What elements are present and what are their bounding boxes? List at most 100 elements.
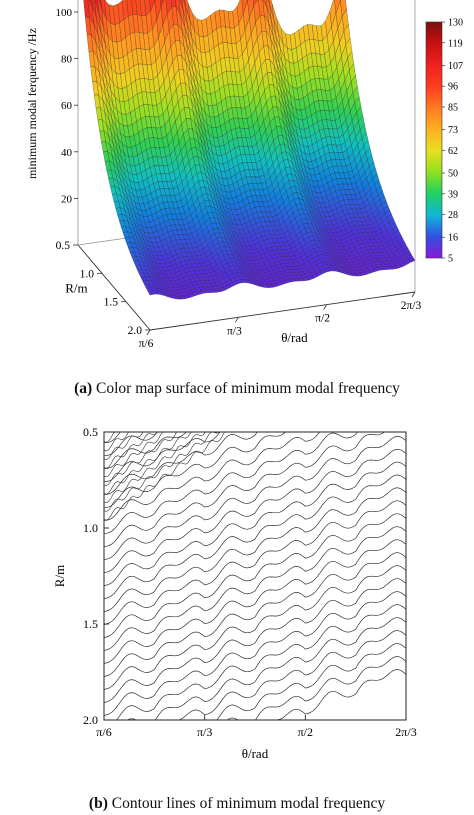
surface-plot: 20406080100120minimum modal ferquency /H… xyxy=(25,0,463,350)
contour-line xyxy=(104,474,406,599)
contour-line xyxy=(104,410,406,417)
contour-line xyxy=(104,410,406,430)
colorbar-tick-label: 107 xyxy=(448,61,463,72)
contour-line xyxy=(104,448,406,573)
r-axis-title: R/m xyxy=(65,280,87,295)
theta-axis-title: θ/rad xyxy=(281,330,308,345)
contour-line xyxy=(104,565,406,690)
caption-b-text: Contour lines of minimum modal frequency xyxy=(111,795,386,812)
caption-b-letter: (b) xyxy=(88,795,108,812)
colorbar-tick-label: 85 xyxy=(448,102,458,113)
z-tick-label: 60 xyxy=(61,100,73,112)
caption-a-letter: (a) xyxy=(74,380,93,397)
figure-b: π/6 π/3 π/2 2π/3 0.5 1.0 1.5 2.0 θ/rad R/m (b) Co… xyxy=(0,410,474,815)
theta-tick xyxy=(234,317,239,323)
contour-line xyxy=(104,432,258,496)
y-axis-title: R/m xyxy=(52,565,67,587)
y-tick-label: 1.5 xyxy=(83,617,98,631)
contour-line xyxy=(177,630,406,720)
r-tick-label: 1.0 xyxy=(80,268,95,280)
contour-line xyxy=(104,539,406,664)
axes-labels: 20406080100120minimum modal ferquency /H… xyxy=(25,7,422,350)
r-tick-label: 1.5 xyxy=(104,297,119,309)
contour-line xyxy=(104,432,178,486)
colorbar-tick-label: 50 xyxy=(448,169,458,180)
contour-line xyxy=(104,432,386,547)
theta-tick xyxy=(146,329,151,336)
contour-line xyxy=(104,432,287,509)
x-axis-title: θ/rad xyxy=(242,746,269,761)
x-tick-label: π/2 xyxy=(298,725,313,739)
contour-line xyxy=(104,487,406,612)
colorbar: 130 119 107 96 85 73 62 50 39 28 16 5 xyxy=(425,18,463,265)
figure-a: 20406080100120minimum modal ferquency /H… xyxy=(0,0,474,398)
theta-tick xyxy=(411,291,416,298)
contour-line xyxy=(104,436,406,560)
contour-line xyxy=(104,432,192,495)
z-tick-label: 100 xyxy=(56,7,73,19)
caption-b: (b) Contour lines of minimum modal frequ… xyxy=(0,795,474,813)
contour-line xyxy=(216,643,406,720)
x-tick-label: 2π/3 xyxy=(395,725,416,739)
colorbar-tick-label: 96 xyxy=(448,82,458,93)
contour-line xyxy=(104,432,121,444)
contour-line xyxy=(104,432,129,452)
colorbar-gradient xyxy=(425,21,443,259)
contour-line xyxy=(104,513,406,638)
r-tick-label: 2.0 xyxy=(128,325,143,337)
contour-line xyxy=(226,656,406,720)
theta-tick-label: π/6 xyxy=(139,338,154,350)
surface-mesh xyxy=(83,0,416,300)
contour-line xyxy=(104,432,158,469)
contour-line xyxy=(104,432,206,504)
theta-tick-label: 2π/3 xyxy=(401,300,422,312)
contour-line xyxy=(104,432,158,457)
colorbar-tick-label: 73 xyxy=(448,125,458,136)
contour-line xyxy=(104,432,226,521)
contour-axes: π/6 π/3 π/2 2π/3 0.5 1.0 1.5 2.0 θ/rad R/m xyxy=(52,425,417,761)
theta-tick-label: π/3 xyxy=(227,325,242,337)
theta-axis-line xyxy=(149,291,416,331)
caption-a-text: Color map surface of minimum modal frequ… xyxy=(96,380,400,397)
z-tick-label: 80 xyxy=(61,54,73,66)
x-tick-label: π/6 xyxy=(96,725,111,739)
contour-line xyxy=(127,617,406,720)
colorbar-tick-label: 28 xyxy=(448,210,458,221)
contour-line xyxy=(104,526,406,651)
contour-line xyxy=(104,500,406,625)
y-tick-label: 1.0 xyxy=(83,521,98,535)
contour-line xyxy=(104,432,171,478)
colorbar-tick-label: 62 xyxy=(448,146,458,157)
z-tick-label: 40 xyxy=(61,147,73,159)
colorbar-tick-label: 39 xyxy=(448,189,458,200)
z-tick-label: 20 xyxy=(61,193,73,205)
theta-tick xyxy=(323,304,328,310)
contour-line xyxy=(104,578,406,703)
colorbar-tick-label: 5 xyxy=(448,254,453,265)
plot-frame xyxy=(103,431,407,721)
theta-tick-label: π/2 xyxy=(315,313,330,325)
colorbar-tick-label: 16 xyxy=(448,233,458,244)
x-tick-label: π/3 xyxy=(197,725,212,739)
contour-line xyxy=(104,461,406,586)
contour-lines xyxy=(104,410,406,720)
surface-cell xyxy=(408,257,416,263)
contour-line xyxy=(104,591,406,716)
r-axis-line xyxy=(77,244,151,331)
caption-a: (a) Color map surface of minimum modal f… xyxy=(0,380,474,398)
contour-line xyxy=(104,432,144,460)
y-tick-label: 2.0 xyxy=(83,713,98,727)
contour-line xyxy=(266,669,406,720)
contour-line xyxy=(104,432,187,470)
contour-line xyxy=(104,432,220,512)
contour-line xyxy=(104,432,358,534)
r-tick-label: 0.5 xyxy=(56,240,71,252)
y-tick-label: 0.5 xyxy=(83,425,98,439)
colorbar-tick-label: 119 xyxy=(448,38,463,49)
z-axis-title: minimum modal ferquency /Hz xyxy=(25,28,39,179)
colorbar-tick-label: 130 xyxy=(448,18,463,29)
contour-line xyxy=(116,604,406,720)
contour-plot: π/6 π/3 π/2 2π/3 0.5 1.0 1.5 2.0 θ/rad R/m xyxy=(52,410,417,761)
contour-line xyxy=(104,552,406,677)
contour-line xyxy=(104,432,321,522)
